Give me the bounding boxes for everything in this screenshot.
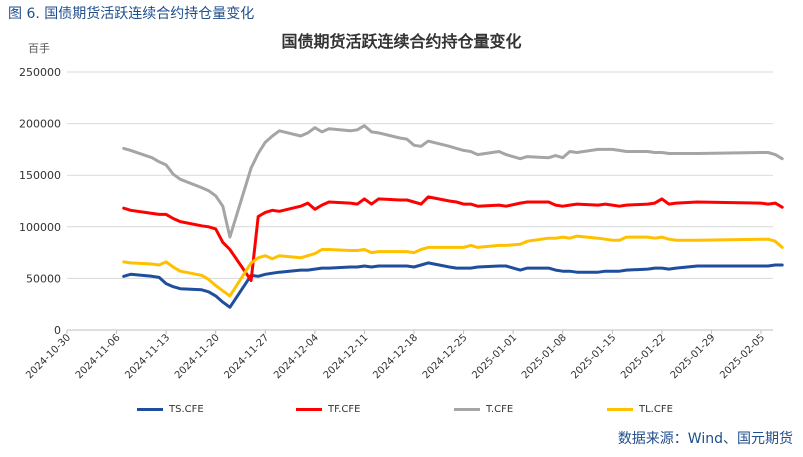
legend-swatch xyxy=(296,408,322,411)
legend-swatch xyxy=(137,408,163,411)
x-tick-label: 2024-12-04 xyxy=(272,332,321,381)
y-tick-label: 100000 xyxy=(19,221,61,234)
legend-item: T.CFE xyxy=(454,404,513,415)
legend-swatch xyxy=(454,408,480,411)
x-tick-label: 2024-12-25 xyxy=(421,332,470,381)
x-tick-label: 2025-01-08 xyxy=(520,332,569,381)
x-tick-label: 2024-11-20 xyxy=(173,332,222,381)
y-tick-label: 250000 xyxy=(19,66,61,79)
x-tick-label: 2024-12-11 xyxy=(322,332,371,381)
series-line-ts-cfe xyxy=(122,261,784,309)
legend-item: TS.CFE xyxy=(137,404,204,415)
x-tick-label: 2025-01-22 xyxy=(619,332,668,381)
y-axis-unit-label: 百手 xyxy=(28,42,50,55)
y-tick-label: 200000 xyxy=(19,118,61,131)
figure-caption: 图 6. 国债期货活跃连续合约持仓量变化 xyxy=(8,6,255,22)
x-tick-label: 2024-11-13 xyxy=(123,332,172,381)
legend-label: TF.CFE xyxy=(328,404,361,415)
x-tick-label: 2025-02-05 xyxy=(718,332,767,381)
y-tick-label: 0 xyxy=(54,324,61,337)
data-source-note: 数据来源：Wind、国元期货 xyxy=(617,431,793,447)
series-line-tf-cfe xyxy=(122,195,784,282)
chart-legend: TS.CFE TF.CFE T.CFE TL.CFE xyxy=(0,404,803,420)
legend-item: TL.CFE xyxy=(607,404,673,415)
chart-title: 国债期货活跃连续合约持仓量变化 xyxy=(281,32,522,51)
x-tick-label: 2025-01-29 xyxy=(669,332,718,381)
y-tick-label: 150000 xyxy=(19,169,61,182)
x-tick-label: 2025-01-01 xyxy=(470,332,519,381)
x-tick-label: 2024-11-06 xyxy=(74,332,123,381)
x-tick-label: 2024-10-30 xyxy=(24,332,73,381)
legend-label: TL.CFE xyxy=(639,404,673,415)
series-line-tl-cfe xyxy=(122,234,784,298)
x-tick-label: 2024-11-27 xyxy=(223,332,272,381)
legend-swatch xyxy=(607,408,633,411)
x-tick-label: 2025-01-15 xyxy=(570,332,619,381)
y-tick-label: 50000 xyxy=(26,272,61,285)
series-line-t-cfe xyxy=(122,124,784,239)
legend-item: TF.CFE xyxy=(296,404,361,415)
x-tick-label: 2024-12-18 xyxy=(371,332,420,381)
legend-label: TS.CFE xyxy=(169,404,204,415)
legend-label: T.CFE xyxy=(486,404,514,415)
